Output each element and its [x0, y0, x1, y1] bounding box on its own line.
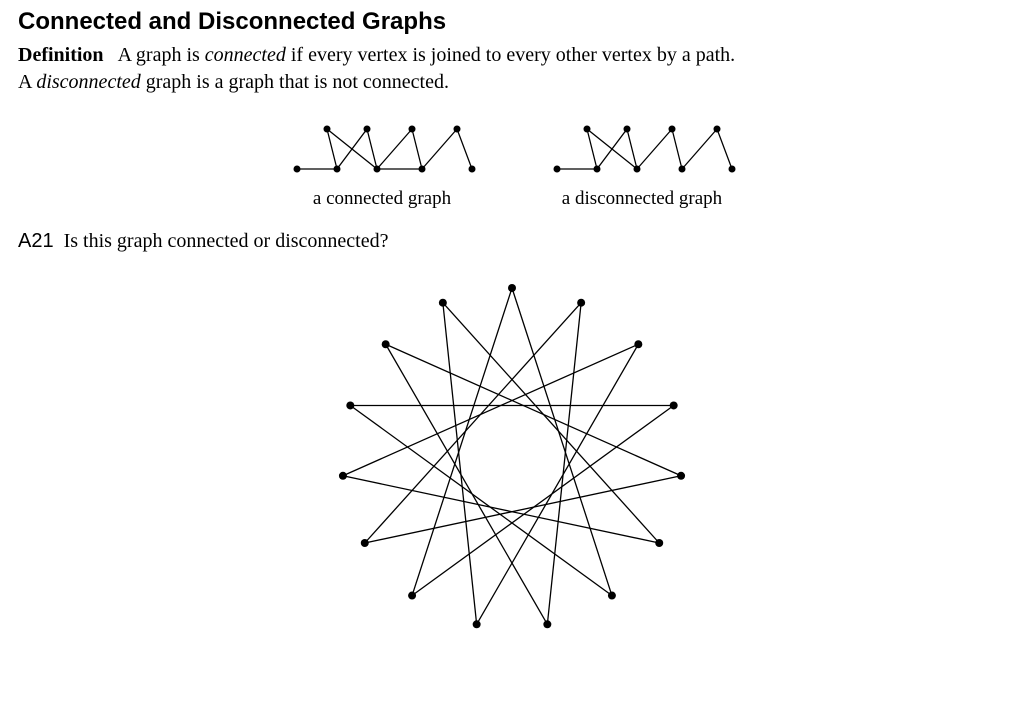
question-label: A21 [18, 230, 54, 252]
disconnected-graph-svg [542, 114, 742, 184]
definition-line-1: Definition A graph is connected if every … [18, 42, 1006, 69]
def2-pre: A [18, 71, 36, 93]
examples-row: a connected graph a disconnected graph [18, 114, 1006, 210]
example-disconnected: a disconnected graph [542, 114, 742, 210]
connected-graph-svg [282, 114, 482, 184]
example-connected: a connected graph [282, 114, 482, 210]
big-graph-svg [302, 263, 722, 653]
def1-post: if every vertex is joined to every other… [286, 44, 735, 66]
question-row: A21 Is this graph connected or disconnect… [18, 230, 1006, 253]
question-text: Is this graph connected or disconnected? [64, 230, 389, 252]
section-title: Connected and Disconnected Graphs [18, 8, 1006, 36]
def2-em: disconnected [36, 71, 140, 93]
disconnected-caption: a disconnected graph [562, 188, 722, 210]
def2-post: graph is a graph that is not connected. [141, 71, 449, 93]
definition-line-2: A disconnected graph is a graph that is … [18, 69, 1006, 96]
def1-em: connected [205, 44, 286, 66]
big-graph-wrap [18, 263, 1006, 653]
page: Connected and Disconnected Graphs Defini… [0, 0, 1024, 653]
def1-pre: A graph is [118, 44, 205, 66]
definition-label: Definition [18, 44, 104, 66]
connected-caption: a connected graph [313, 188, 451, 210]
